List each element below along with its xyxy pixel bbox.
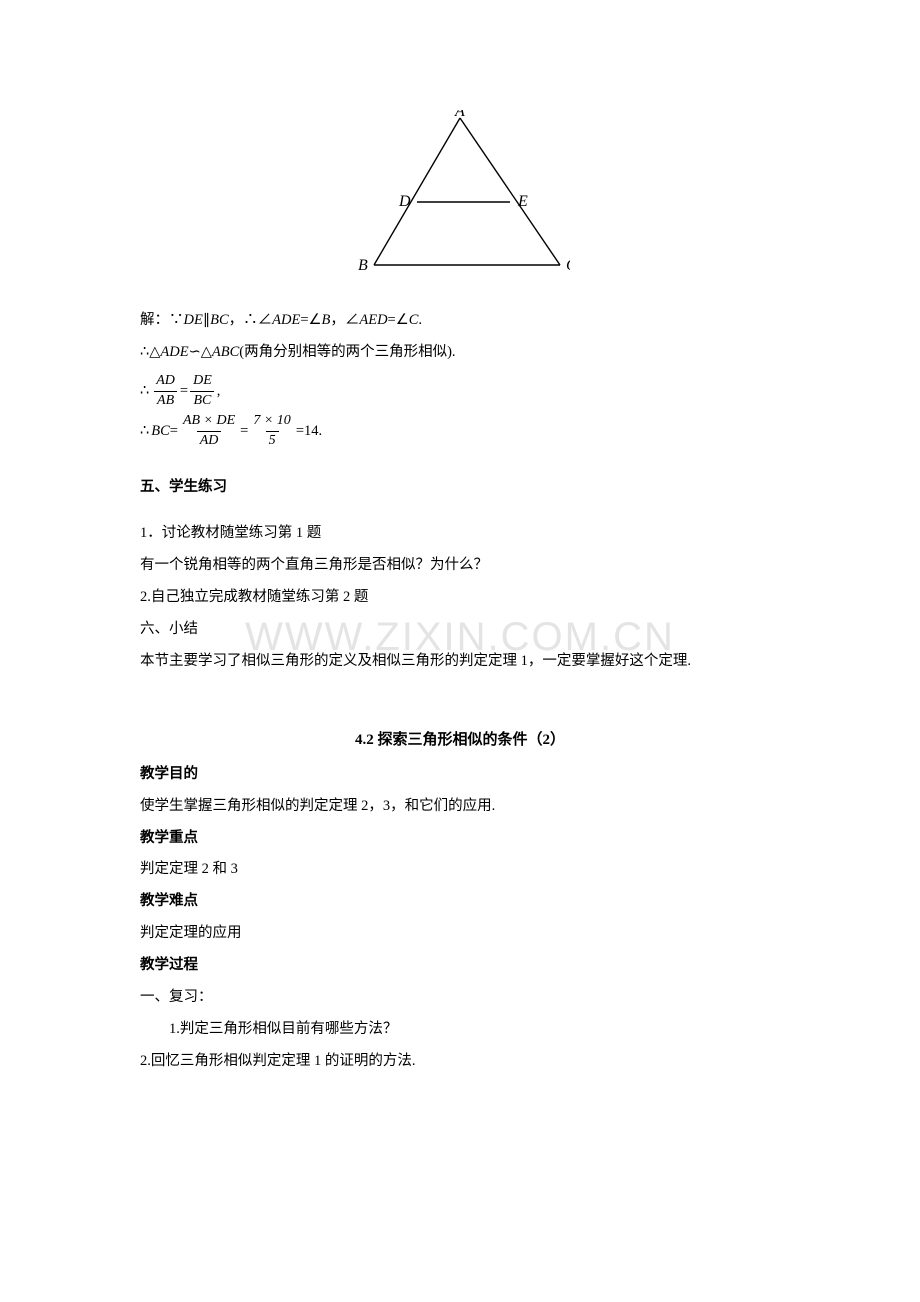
fraction: 7 × 10 5	[250, 413, 293, 450]
svg-text:E: E	[517, 193, 528, 210]
svg-text:A: A	[454, 110, 465, 120]
equals: =	[170, 423, 178, 440]
text: ∴△	[140, 344, 160, 360]
var: ADE	[160, 344, 188, 360]
text: .	[418, 312, 422, 328]
section-5-title: 五、学生练习	[140, 472, 780, 504]
numerator: DE	[190, 373, 215, 391]
section-5-line-1: 1．讨论教材随堂练习第 1 题	[140, 518, 780, 550]
text: =∠	[388, 312, 409, 328]
section-6-line-1: 本节主要学习了相似三角形的定义及相似三角形的判定定理 1，一定要掌握好这个定理.	[140, 646, 780, 678]
text: ,	[217, 383, 221, 400]
fraction: AD AB	[153, 373, 178, 410]
text: (两角分别相等的两个三角形相似).	[239, 344, 455, 360]
text: =∠	[300, 312, 321, 328]
process-line-2: 1.判定三角形相似目前有哪些方法？	[140, 1014, 780, 1046]
section-5-line-2: 有一个锐角相等的两个直角三角形是否相似？为什么？	[140, 550, 780, 582]
equals: =	[240, 423, 248, 440]
var: BC	[151, 423, 170, 440]
text: 解：∵	[140, 312, 184, 328]
section-6-title: 六、小结	[140, 614, 780, 646]
denominator: BC	[190, 391, 214, 410]
section-5-line-3: 2.自己独立完成教材随堂练习第 2 题	[140, 582, 780, 614]
svg-text:B: B	[358, 257, 368, 274]
goal-heading: 教学目的	[140, 759, 780, 791]
fraction: AB × DE AD	[180, 413, 238, 450]
process-heading: 教学过程	[140, 950, 780, 982]
svg-text:C: C	[566, 257, 570, 274]
denominator: AD	[197, 431, 222, 450]
var: BC	[210, 312, 229, 328]
equation-1: ∴ AD AB = DE BC ,	[140, 373, 780, 410]
fraction: DE BC	[190, 373, 215, 410]
proof-line-2: ∴△ADE∽△ABC(两角分别相等的两个三角形相似).	[140, 337, 780, 369]
var: DE	[184, 312, 203, 328]
difficulty-line-1: 判定定理的应用	[140, 918, 780, 950]
text: =14.	[296, 423, 322, 440]
equals: =	[180, 383, 188, 400]
var: AED	[359, 312, 387, 328]
process-line-3: 2.回忆三角形相似判定定理 1 的证明的方法.	[140, 1046, 780, 1078]
equation-2: ∴ BC = AB × DE AD = 7 × 10 5 =14.	[140, 413, 780, 450]
therefore-symbol: ∴	[140, 383, 149, 400]
text: ∥	[203, 312, 210, 328]
text: ，∴∠	[229, 312, 273, 328]
lesson-2-title: 4.2 探索三角形相似的条件（2）	[140, 728, 780, 749]
denominator: 5	[266, 431, 279, 450]
numerator: AD	[153, 373, 178, 391]
var: ADE	[272, 312, 300, 328]
difficulty-heading: 教学难点	[140, 886, 780, 918]
text: ，∠	[330, 312, 359, 328]
process-line-1: 一、复习：	[140, 982, 780, 1014]
numerator: AB × DE	[180, 413, 238, 431]
text: ∽△	[189, 344, 212, 360]
proof-line-1: 解：∵DE∥BC，∴∠ADE=∠B，∠AED=∠C.	[140, 305, 780, 337]
goal-line-1: 使学生掌握三角形相似的判定定理 2，3，和它们的应用.	[140, 791, 780, 823]
key-line-1: 判定定理 2 和 3	[140, 854, 780, 886]
var: ABC	[212, 344, 239, 360]
svg-text:D: D	[398, 193, 411, 210]
therefore-symbol: ∴	[140, 423, 149, 440]
triangle-diagram: A B C D E	[140, 110, 780, 285]
var: C	[409, 312, 419, 328]
key-heading: 教学重点	[140, 823, 780, 855]
numerator: 7 × 10	[250, 413, 293, 431]
denominator: AB	[154, 391, 177, 410]
